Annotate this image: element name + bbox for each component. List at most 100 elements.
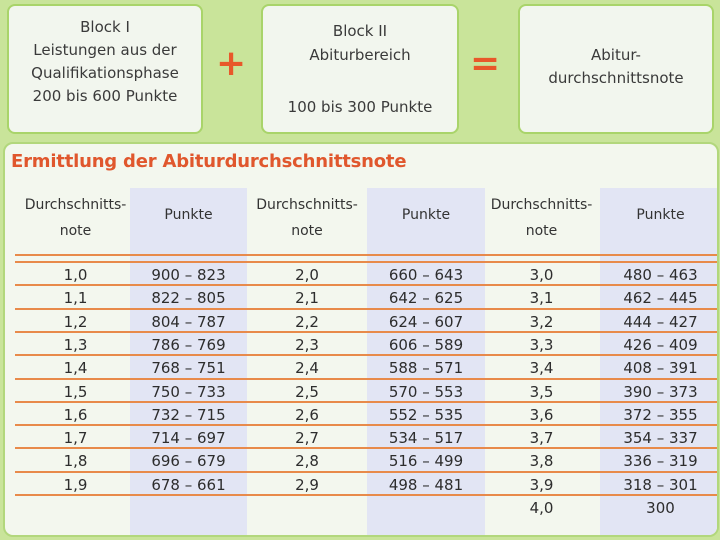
grade-cell: 2,3 [295,335,319,354]
note-header-1: Durchschnitts- note [13,192,138,244]
points-range-cell [367,497,485,519]
grade-cell: 1,7 [63,429,88,448]
note-header-1-line-2: note [59,223,92,239]
grade-cell: 1,1 [63,289,88,308]
grade-cell: 3,1 [529,289,554,308]
row-divider [15,494,717,496]
row-divider [15,261,717,263]
grade-cell: 2,5 [295,382,319,401]
grade-cell: 1,8 [63,452,88,471]
grade-cell [247,497,367,519]
block-3-line-2: durchschnittsnote [548,69,684,87]
block-1-line-3: Qualifikationsphase [31,64,179,82]
row-divider [15,354,717,357]
points-range-cell: 390 – 373 [623,382,698,401]
points-column-shade-2 [367,188,485,535]
grade-cell [13,497,138,519]
points-header-2: Punkte [401,207,451,223]
row-divider [15,447,717,450]
grade-cell: 1,3 [63,335,88,354]
points-range-cell: 768 – 751 [151,359,226,378]
equals-sign: = [470,43,501,84]
points-range-cell: 714 – 697 [151,429,226,448]
points-range-cell: 804 – 787 [151,312,226,331]
block-2-line-3: 100 bis 300 Punkte [287,98,433,116]
points-header-1: Punkte [164,207,213,223]
block-3-text: Abitur- durchschnittsnote [520,44,712,90]
points-range-cell: 570 – 553 [388,382,464,401]
points-range-cell: 534 – 517 [388,429,464,448]
grade-cell: 3,4 [529,359,554,378]
points-range-cell: 462 – 445 [623,289,698,308]
points-range-cell: 786 – 769 [151,335,226,354]
grade-cell: 3,0 [529,266,554,284]
points-range-cell: 300 [646,499,675,517]
grade-cell: 3,8 [529,452,554,471]
grade-cell: 1,9 [63,475,88,494]
grade-cell: 1,6 [63,405,88,424]
grade-cell: 2,7 [295,429,319,448]
points-range-cell: 696 – 679 [151,452,226,471]
grade-cell: 3,5 [529,382,554,401]
points-column-shade-3 [600,188,717,535]
points-range-cell: 606 – 589 [388,335,464,354]
grade-cell: 3,3 [529,335,554,354]
grade-cell: 3,7 [529,429,554,448]
grade-cell: 1,0 [63,266,88,284]
points-range-cell: 516 – 499 [388,452,464,471]
row-divider [15,470,717,473]
note-header-2-line-2: note [291,223,323,239]
grade-cell: 1,5 [63,382,88,401]
grade-cell: 3,6 [529,405,554,424]
grade-cell: 1,4 [63,359,88,378]
points-range-cell [130,497,247,519]
grade-cell: 3,9 [529,475,554,494]
block-2-box: Block II Abiturbereich 100 bis 300 Punkt… [261,4,459,134]
points-column-shade-1 [130,188,247,535]
row-divider [15,377,717,380]
note-header-3-line-2: note [525,223,558,239]
block-1-line-2: Leistungen aus der [33,41,177,59]
points-range-cell: 552 – 535 [388,405,464,424]
grade-table-panel: Ermittlung der Abiturdurchschnittsnote D… [3,142,719,537]
grade-cell: 2,1 [295,289,319,308]
note-header-3-line-1: Durchschnitts- [490,197,593,213]
grade-cell: 2,2 [295,312,319,331]
row-divider [15,330,717,333]
points-range-cell: 318 – 301 [623,475,698,494]
block-2-line-2: Abiturbereich [309,46,411,64]
points-range-cell: 678 – 661 [151,475,226,494]
row-divider [15,307,717,310]
block-3-line-1: Abitur- [591,46,641,64]
block-1-line-4: 200 bis 600 Punkte [32,87,178,105]
points-range-cell: 732 – 715 [151,405,226,424]
points-range-cell: 822 – 805 [151,289,226,308]
block-2-title: Block II [332,22,388,40]
block-3-box: Abitur- durchschnittsnote [518,4,714,134]
block-1-title: Block I [80,18,130,36]
block-1-box: Block I Leistungen aus der Qualifikation… [7,4,203,134]
grade-cell: 2,0 [295,266,319,284]
points-range-cell: 408 – 391 [623,359,698,378]
row-divider [15,400,717,403]
points-header-3: Punkte [636,207,685,223]
points-range-cell: 498 – 481 [388,475,464,494]
plus-sign: + [216,43,247,84]
grade-cell: 3,2 [529,312,554,331]
note-header-2: Durchschnitts- note [247,192,367,244]
points-range-cell: 354 – 337 [623,429,698,448]
row-divider [15,424,717,427]
points-range-cell: 426 – 409 [623,335,698,354]
points-range-cell: 372 – 355 [623,405,698,424]
grade-cell: 4,0 [529,499,554,517]
grade-cell: 2,9 [295,475,319,494]
points-range-cell: 660 – 643 [388,266,464,284]
points-range-cell: 480 – 463 [623,266,698,284]
points-range-cell: 336 – 319 [623,452,698,471]
grade-cell: 2,8 [295,452,319,471]
points-range-cell: 750 – 733 [151,382,226,401]
header-divider [15,254,717,256]
points-range-cell: 642 – 625 [388,289,464,308]
points-range-cell: 588 – 571 [388,359,464,378]
note-header-2-line-1: Durchschnitts- [256,197,358,213]
